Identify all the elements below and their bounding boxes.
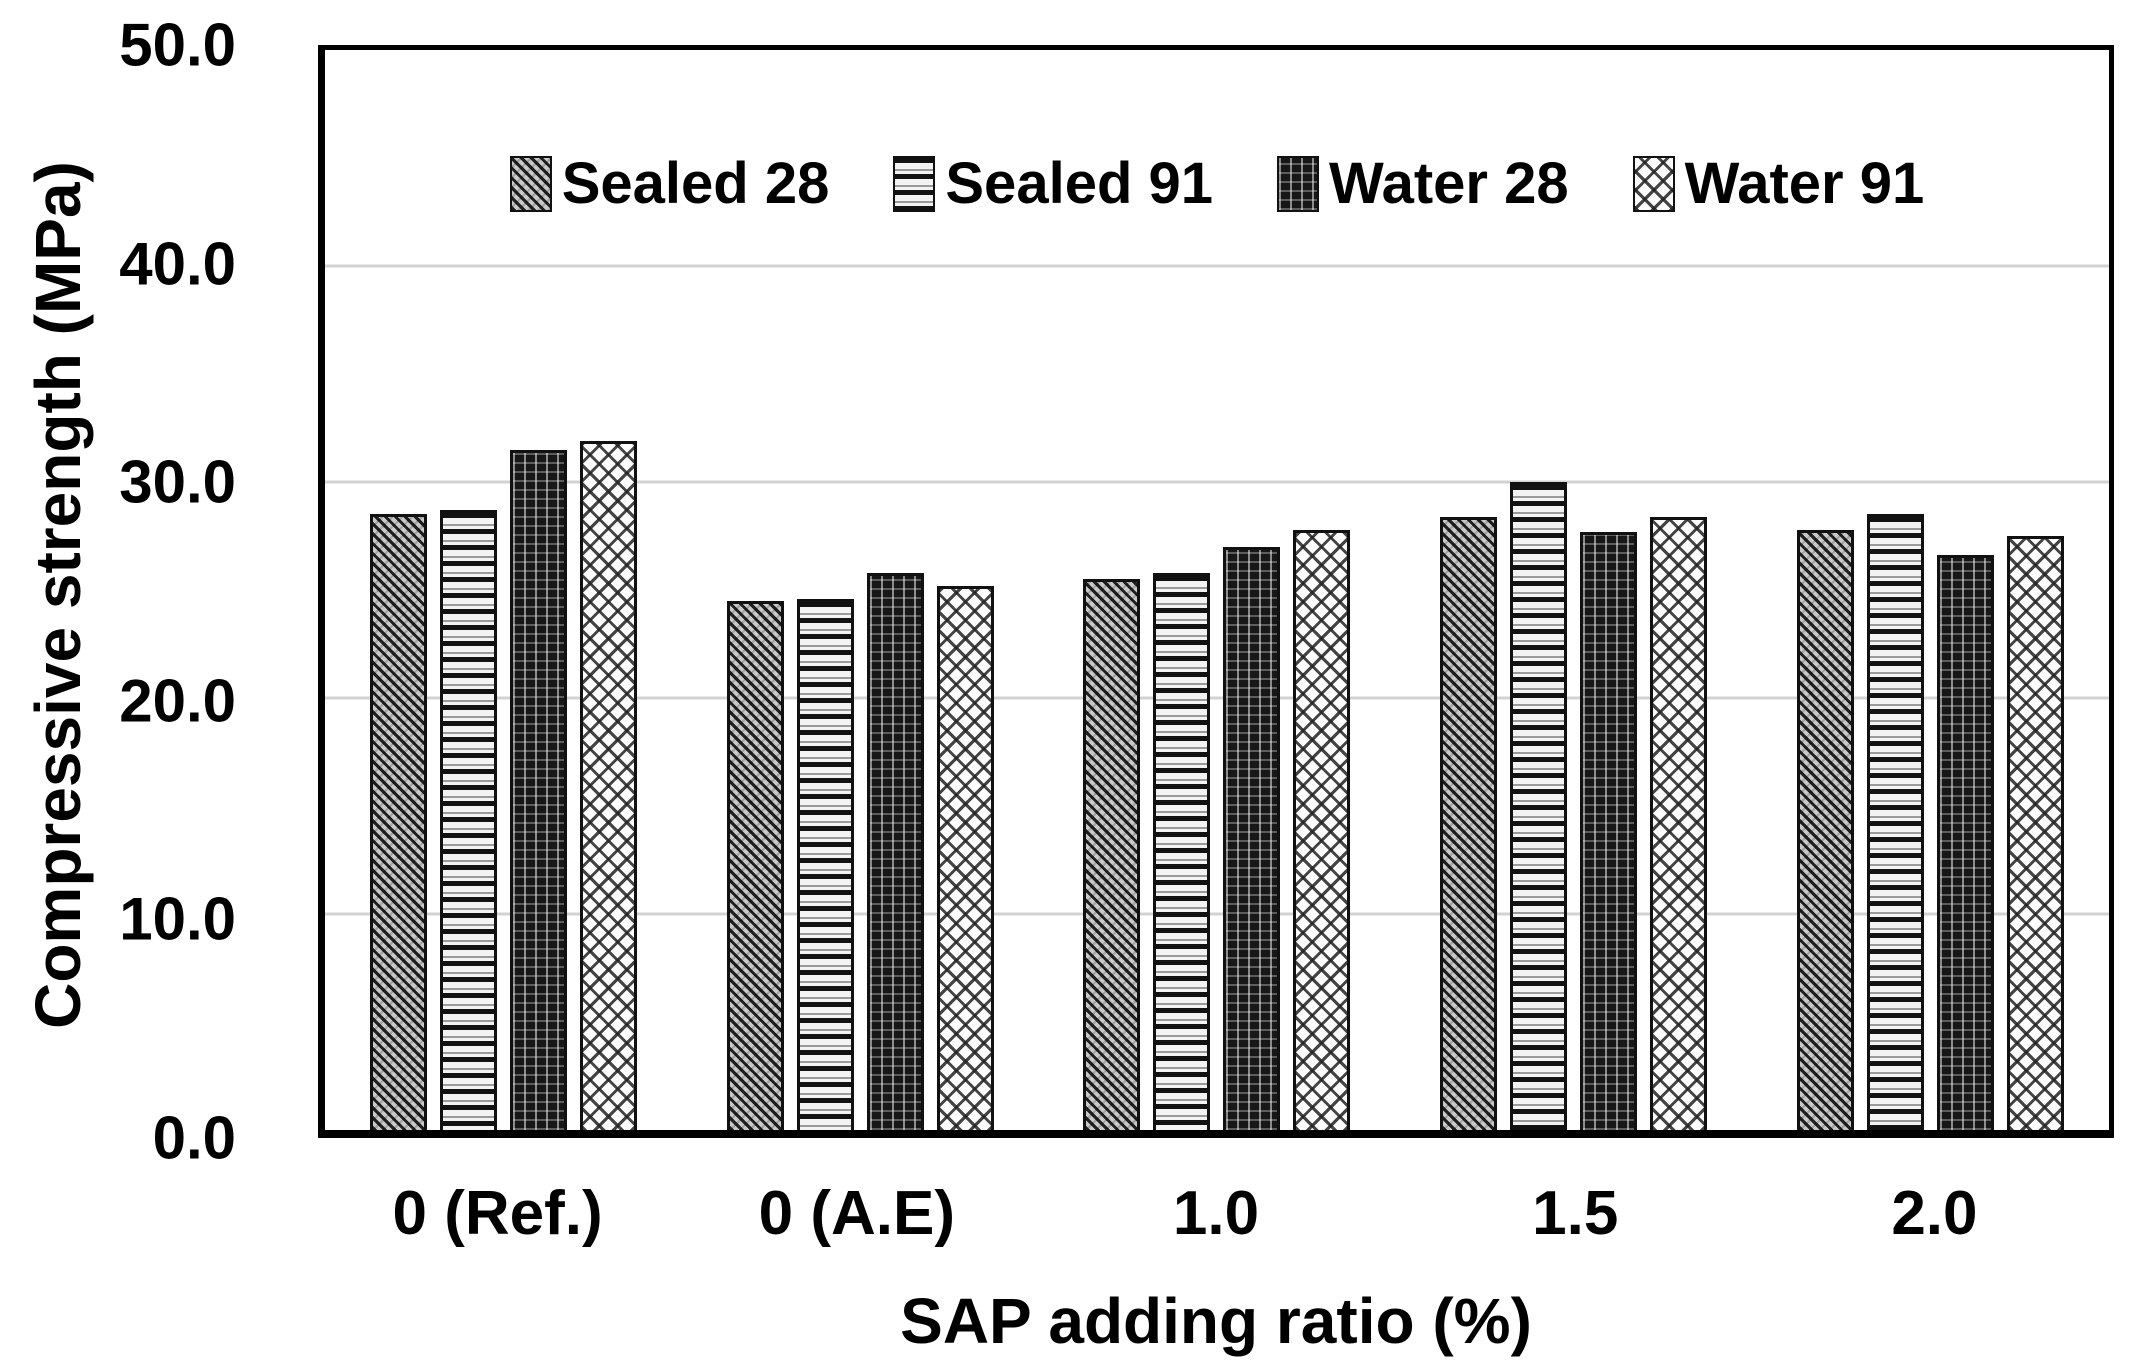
gridline: [325, 480, 2109, 484]
bar-group: [325, 50, 682, 1130]
legend-swatch-dark-vertical-weave: [1277, 155, 1320, 212]
gridline: [325, 696, 2109, 700]
legend-label: Sealed 28: [561, 151, 830, 216]
bar-group: [682, 50, 1039, 1130]
bar-horizontal-lines: [1867, 514, 1925, 1130]
bar-group: [1395, 50, 1752, 1130]
bar-diagonal-hatch: [1797, 529, 1855, 1130]
plot-area: Sealed 28 Sealed 91 Water 28 Water 91: [318, 45, 2114, 1138]
bar-light-crosshatch: [936, 585, 994, 1130]
bar-group: [1039, 50, 1396, 1130]
bar-diagonal-hatch: [1083, 579, 1141, 1130]
bar-light-crosshatch: [2007, 536, 2065, 1130]
legend-label: Water 28: [1329, 151, 1569, 216]
gridline: [325, 264, 2109, 268]
legend: Sealed 28 Sealed 91 Water 28 Water 91: [325, 150, 2109, 217]
bars-layer: [325, 50, 2109, 1130]
legend-label: Sealed 91: [945, 151, 1214, 216]
legend-item: Water 91: [1632, 150, 1925, 217]
x-tick-label: 0 (Ref.): [392, 1179, 603, 1248]
x-tick-label: 0 (A.E): [758, 1179, 955, 1248]
y-tick-label: 10.0: [119, 885, 236, 953]
bar-light-crosshatch: [1650, 516, 1708, 1130]
bar-diagonal-hatch: [1440, 516, 1498, 1130]
legend-swatch-light-crosshatch: [1632, 155, 1675, 212]
x-axis-ticks: 0 (Ref.) 0 (A.E) 1.0 1.5 2.0: [318, 1178, 2114, 1249]
bar-group: [1752, 50, 2109, 1130]
legend-label: Water 91: [1684, 151, 1925, 216]
bar-light-crosshatch: [1293, 529, 1351, 1130]
bar-light-crosshatch: [579, 440, 637, 1130]
y-tick-label: 20.0: [119, 667, 236, 735]
bar-horizontal-lines: [1153, 572, 1211, 1130]
y-axis-ticks: 0.0 10.0 20.0 30.0 40.0 50.0: [0, 12, 250, 1172]
bar-dark-vertical-weave: [1937, 555, 1995, 1130]
bar-dark-vertical-weave: [1223, 546, 1281, 1130]
bar-horizontal-lines: [1510, 482, 1568, 1130]
legend-item: Sealed 91: [893, 150, 1213, 217]
bar-horizontal-lines: [796, 598, 854, 1130]
bar-dark-vertical-weave: [1580, 531, 1638, 1130]
x-tick-label: 2.0: [1891, 1179, 1978, 1248]
y-tick-label: 0.0: [152, 1104, 236, 1172]
legend-item: Sealed 28: [509, 150, 830, 217]
legend-swatch-horizontal-lines: [893, 155, 936, 212]
y-tick-label: 40.0: [119, 230, 236, 298]
legend-swatch-diagonal-hatch: [509, 155, 552, 212]
y-tick-label: 50.0: [119, 11, 236, 79]
x-tick-label: 1.0: [1172, 1179, 1260, 1248]
gridline: [325, 912, 2109, 916]
bar-dark-vertical-weave: [509, 449, 567, 1130]
bar-dark-vertical-weave: [866, 572, 924, 1130]
bar-horizontal-lines: [439, 510, 497, 1130]
x-tick-label: 1.5: [1532, 1179, 1619, 1248]
bar-diagonal-hatch: [369, 514, 427, 1130]
legend-item: Water 28: [1277, 150, 1569, 217]
y-tick-label: 30.0: [119, 448, 236, 516]
bar-diagonal-hatch: [726, 600, 784, 1130]
x-axis-title: SAP adding ratio (%): [900, 1285, 1532, 1357]
